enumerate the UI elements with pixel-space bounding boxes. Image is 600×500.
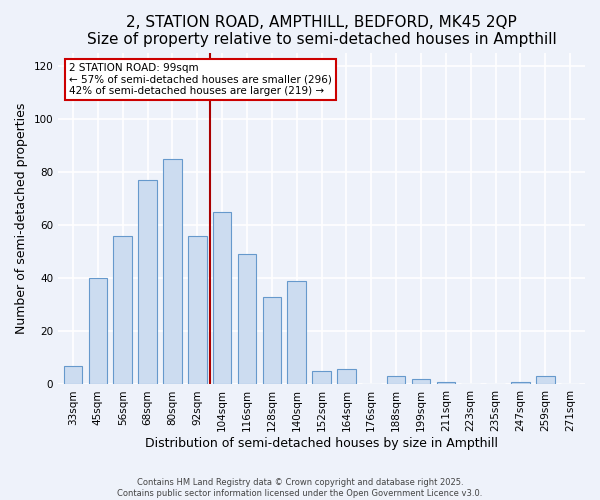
Bar xyxy=(511,382,530,384)
Bar xyxy=(64,366,82,384)
Bar xyxy=(536,376,554,384)
Bar xyxy=(437,382,455,384)
Bar xyxy=(163,159,182,384)
Bar xyxy=(387,376,406,384)
Bar xyxy=(263,297,281,384)
Bar xyxy=(412,379,430,384)
Bar xyxy=(188,236,206,384)
Bar xyxy=(139,180,157,384)
Bar xyxy=(312,371,331,384)
Bar xyxy=(287,281,306,384)
Bar xyxy=(337,368,356,384)
Bar xyxy=(213,212,232,384)
Text: 2 STATION ROAD: 99sqm
← 57% of semi-detached houses are smaller (296)
42% of sem: 2 STATION ROAD: 99sqm ← 57% of semi-deta… xyxy=(69,62,332,96)
Bar xyxy=(89,278,107,384)
Bar xyxy=(238,254,256,384)
X-axis label: Distribution of semi-detached houses by size in Ampthill: Distribution of semi-detached houses by … xyxy=(145,437,498,450)
Text: Contains HM Land Registry data © Crown copyright and database right 2025.
Contai: Contains HM Land Registry data © Crown c… xyxy=(118,478,482,498)
Title: 2, STATION ROAD, AMPTHILL, BEDFORD, MK45 2QP
Size of property relative to semi-d: 2, STATION ROAD, AMPTHILL, BEDFORD, MK45… xyxy=(87,15,556,48)
Y-axis label: Number of semi-detached properties: Number of semi-detached properties xyxy=(15,103,28,334)
Bar xyxy=(113,236,132,384)
